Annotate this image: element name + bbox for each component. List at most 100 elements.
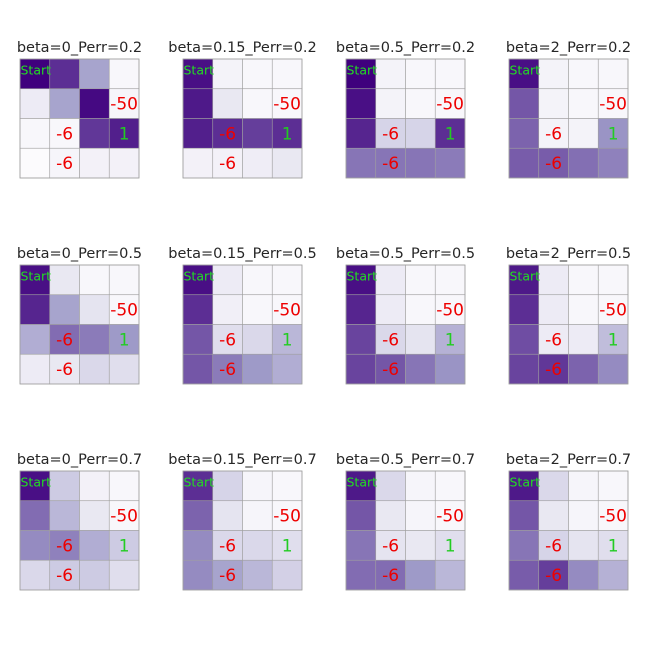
panel-frame — [19, 470, 140, 591]
heatmap-cell — [434, 147, 466, 179]
reward-label: -6 — [219, 566, 236, 586]
reward-label: -6 — [56, 536, 73, 556]
heatmap-cell — [538, 147, 569, 179]
heatmap-cell — [345, 147, 377, 179]
start-label: Start — [184, 62, 215, 77]
heatmap-cell — [182, 147, 214, 179]
reward-label: -6 — [56, 124, 73, 144]
heatmap-panel: beta=2_Perr=0.7 Start -50 -6 1 -6 — [506, 452, 631, 591]
heatmap-cell — [49, 294, 80, 325]
heatmap-cell — [568, 118, 599, 149]
heatmap-cell — [271, 88, 303, 119]
heatmap-panel: beta=2_Perr=0.5 Start -50 -6 1 -6 — [506, 246, 631, 385]
heatmap-cell — [508, 324, 540, 355]
heatmap-cell — [19, 500, 51, 531]
heatmap-cell — [79, 353, 110, 385]
heatmap-cell — [108, 500, 140, 531]
reward-label: -6 — [382, 154, 399, 174]
reward-label: -50 — [436, 507, 464, 527]
heatmap-cell — [375, 118, 406, 149]
heatmap-cell — [108, 470, 140, 502]
reward-label: -6 — [56, 566, 73, 586]
heatmap-cell — [345, 324, 377, 355]
heatmap-cell — [19, 118, 51, 149]
reward-label: 1 — [608, 124, 619, 144]
heatmap-cell — [375, 294, 406, 325]
panel-title: beta=0.15_Perr=0.5 — [168, 246, 316, 262]
panel-frame — [508, 470, 629, 591]
heatmap-cell — [182, 500, 214, 531]
heatmap-cell — [508, 147, 540, 179]
reward-label: -6 — [219, 124, 236, 144]
heatmap-cell — [271, 470, 303, 502]
heatmap-cell — [434, 88, 466, 119]
start-label: Start — [21, 474, 52, 489]
heatmap-panel: beta=0_Perr=0.7 Start -50 -6 1 -6 — [17, 452, 142, 591]
heatmap-cell — [49, 264, 80, 296]
heatmap-cell — [568, 324, 599, 355]
heatmap-cell — [19, 470, 51, 502]
heatmap-cell — [434, 470, 466, 502]
heatmap-cell — [375, 88, 406, 119]
reward-label: -50 — [599, 95, 627, 115]
start-label: Start — [510, 62, 541, 77]
reward-label: -50 — [273, 95, 301, 115]
reward-label: 1 — [119, 536, 130, 556]
heatmap-cell — [79, 470, 110, 502]
heatmap-cell — [345, 559, 377, 591]
heatmap-cell — [375, 147, 406, 179]
heatmap-cell — [242, 147, 273, 179]
heatmap-cell — [508, 294, 540, 325]
heatmap-cell — [49, 500, 80, 531]
heatmap-cell — [19, 324, 51, 355]
heatmap-cell — [108, 264, 140, 296]
reward-label: -50 — [436, 301, 464, 321]
heatmap-cell — [405, 88, 436, 119]
heatmap-cell — [568, 264, 599, 296]
heatmap-cell — [242, 353, 273, 385]
heatmap-cell — [568, 88, 599, 119]
heatmap-cell — [345, 294, 377, 325]
reward-label: -6 — [545, 330, 562, 350]
panel-frame — [19, 264, 140, 385]
heatmap-cell — [345, 353, 377, 385]
reward-label: -50 — [599, 301, 627, 321]
reward-label: -6 — [545, 360, 562, 380]
heatmap-cell — [79, 58, 110, 90]
panel-frame — [345, 264, 466, 385]
panel-title: beta=2_Perr=0.7 — [506, 452, 631, 468]
panel-title: beta=0.5_Perr=0.5 — [336, 246, 475, 262]
heatmap-cell — [597, 353, 629, 385]
reward-label: -50 — [273, 507, 301, 527]
heatmap-cell — [242, 294, 273, 325]
heatmap-cell — [271, 559, 303, 591]
reward-label: 1 — [445, 536, 456, 556]
start-label: Start — [510, 268, 541, 283]
heatmap-cell — [568, 500, 599, 531]
heatmap-cell — [405, 264, 436, 296]
heatmap-cell — [271, 147, 303, 179]
heatmap-panel: beta=0.15_Perr=0.2 Start -50 -6 1 -6 — [168, 40, 317, 179]
reward-label: -6 — [382, 330, 399, 350]
heatmap-cell — [375, 530, 406, 561]
panel-title: beta=2_Perr=0.5 — [506, 246, 631, 262]
heatmap-cell — [345, 88, 377, 119]
heatmap-cell — [597, 147, 629, 179]
heatmap-cell — [568, 559, 599, 591]
heatmap-cell — [212, 88, 243, 119]
heatmap-cell — [538, 118, 569, 149]
heatmap-cell — [405, 58, 436, 90]
reward-label: 1 — [282, 536, 293, 556]
start-label: Start — [184, 474, 215, 489]
heatmap-cell — [182, 559, 214, 591]
heatmap-cell — [538, 470, 569, 502]
heatmap-cell — [508, 118, 540, 149]
heatmap-cell — [375, 58, 406, 90]
heatmap-panel: beta=0.15_Perr=0.5 Start -50 -6 1 -6 — [168, 246, 317, 385]
reward-label: -6 — [219, 360, 236, 380]
reward-label: -6 — [545, 536, 562, 556]
heatmap-cell — [271, 58, 303, 90]
reward-label: -50 — [599, 507, 627, 527]
heatmap-panel: beta=0_Perr=0.5 Start -50 -6 1 -6 — [17, 246, 142, 385]
heatmap-cell — [242, 88, 273, 119]
